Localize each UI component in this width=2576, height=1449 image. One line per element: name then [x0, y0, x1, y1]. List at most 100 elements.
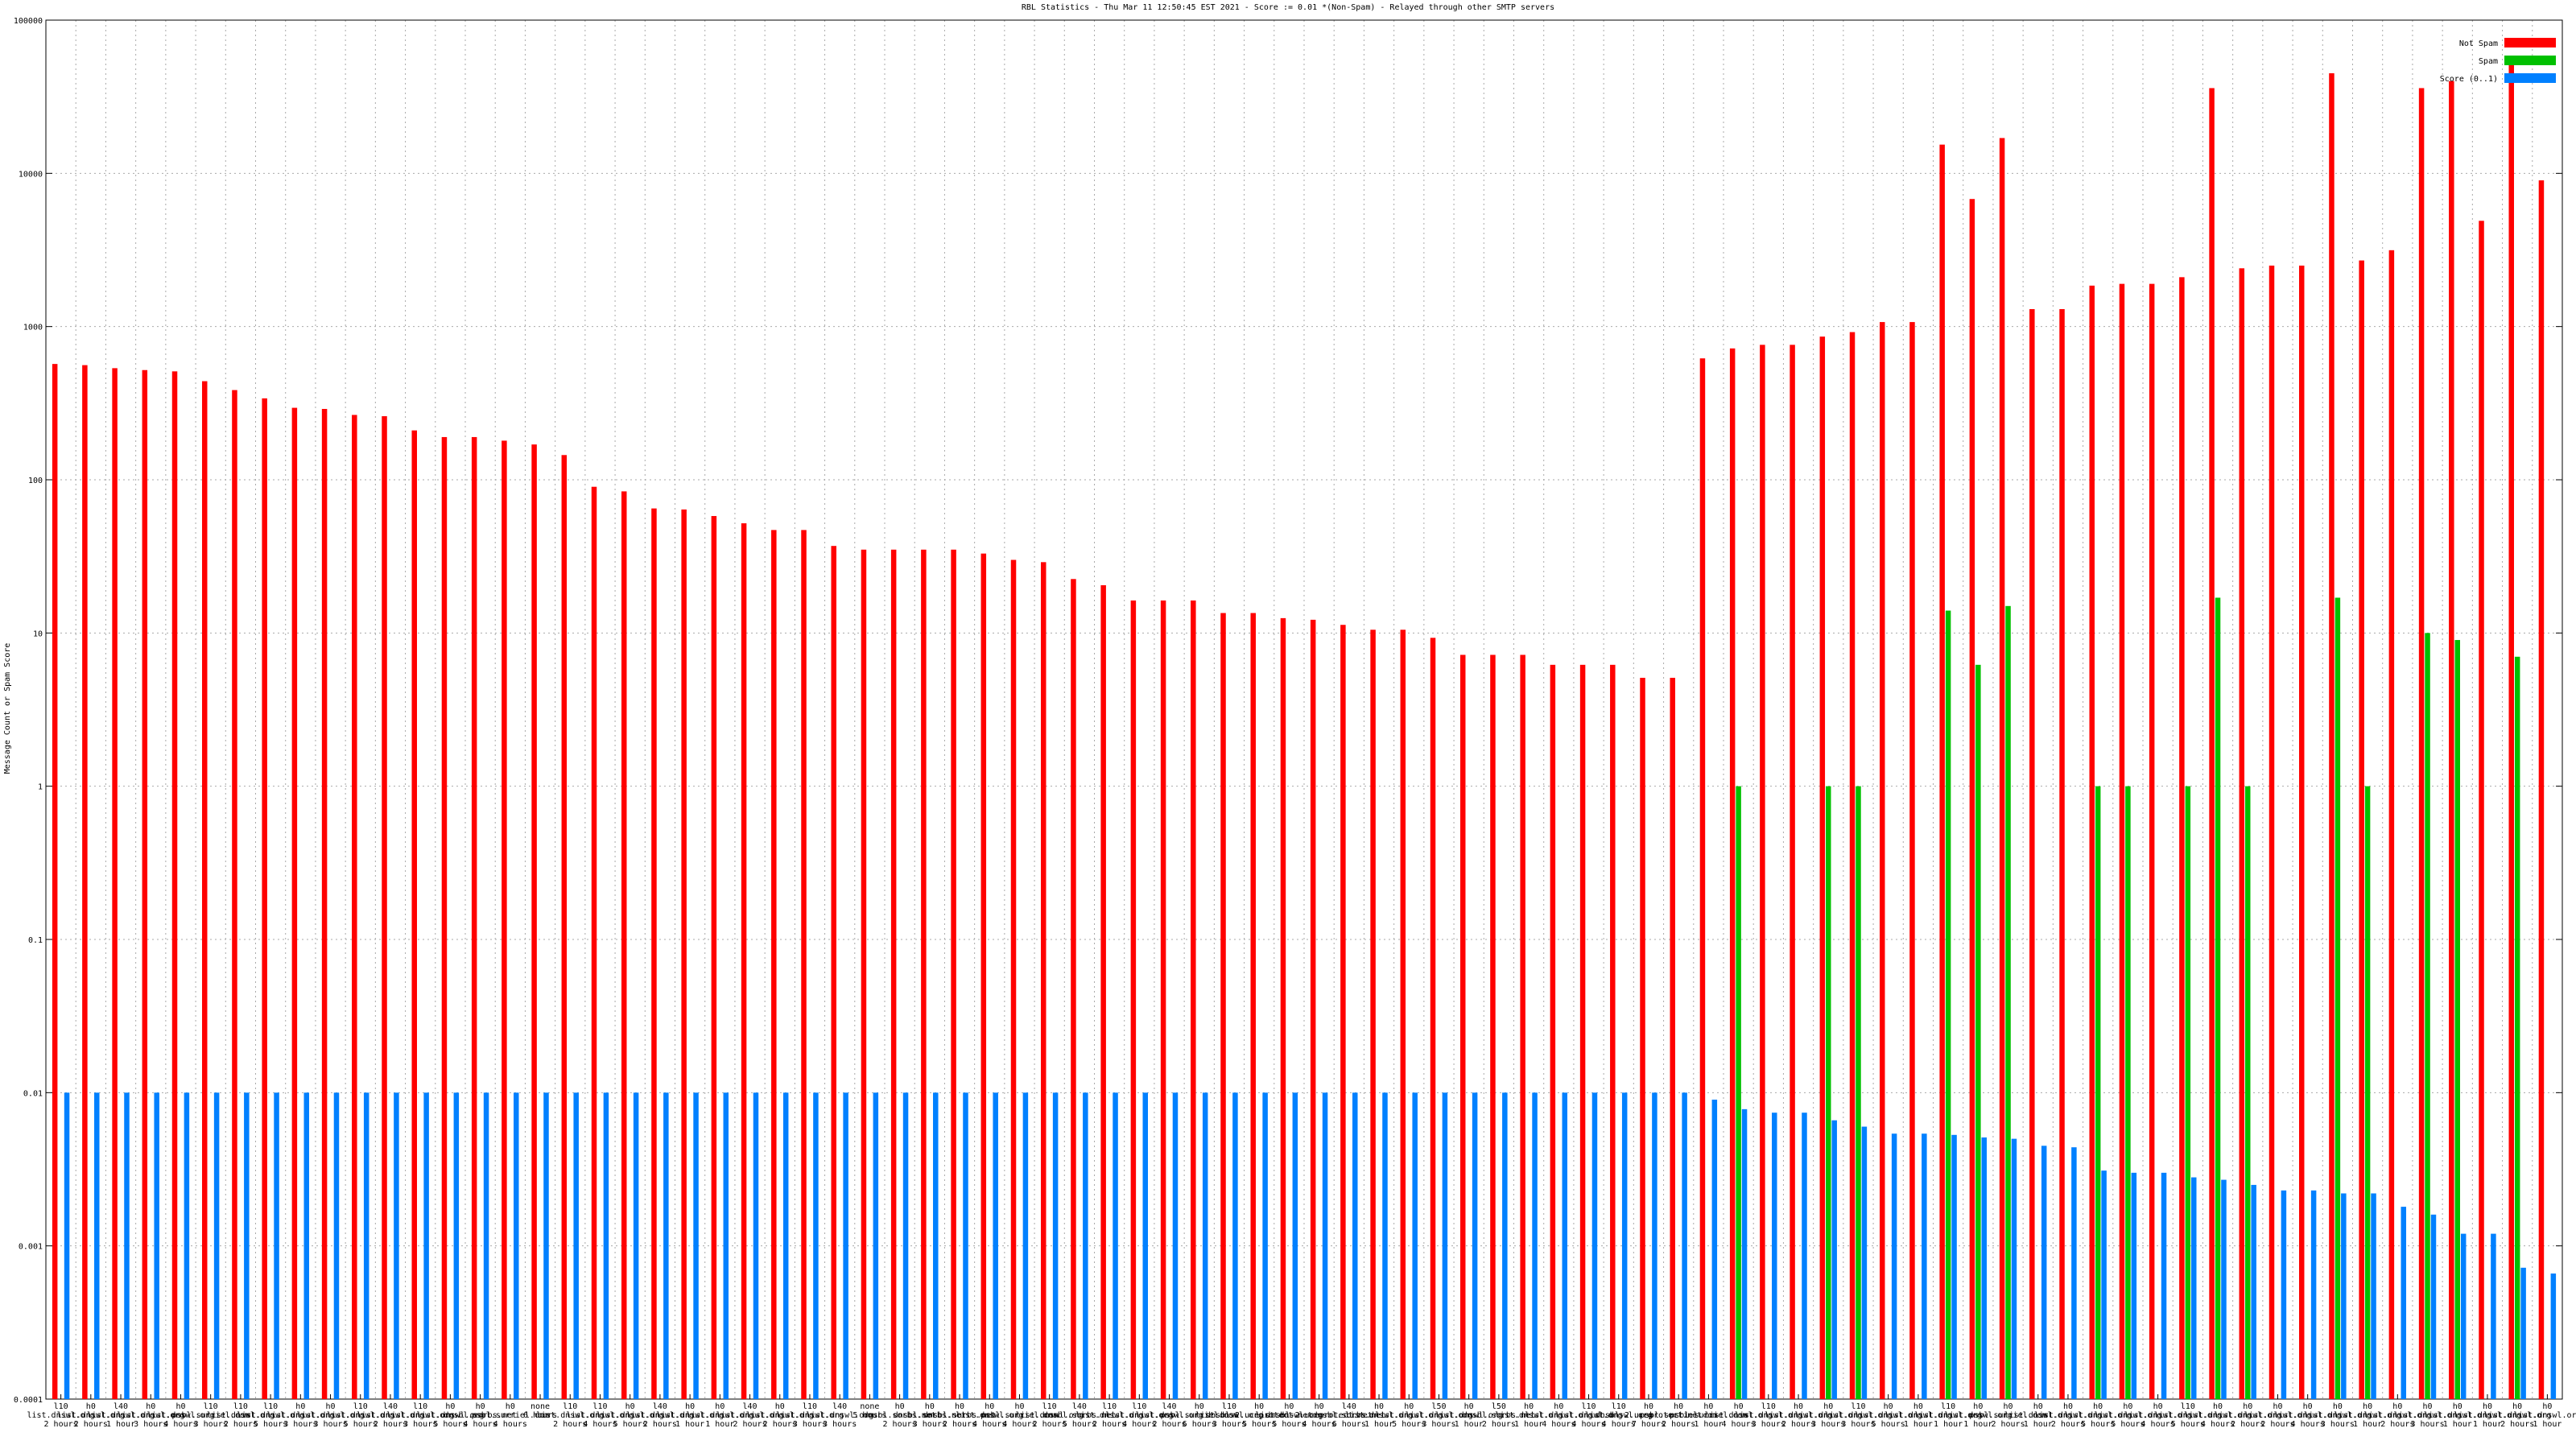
x-tick-label-line: l40 — [114, 1402, 128, 1411]
bar — [963, 1092, 968, 1399]
x-tick-label-line: list.dnswl.org — [1735, 1411, 1802, 1420]
x-tick-label-line: l10 — [1042, 1402, 1057, 1411]
bar — [352, 415, 357, 1400]
bar — [1400, 630, 1406, 1399]
x-tick-label-line: 1 hour — [1455, 1420, 1484, 1429]
bar — [2215, 597, 2221, 1399]
x-tick-label-line: h0 — [1734, 1402, 1744, 1411]
x-tick-label-line: list.dnswl.org — [656, 1411, 724, 1420]
bar — [1550, 664, 1556, 1399]
bar — [531, 444, 537, 1399]
bar — [711, 516, 717, 1399]
bar — [2209, 88, 2215, 1399]
x-tick-label-line: list.dnswl.org — [2004, 1411, 2072, 1420]
x-tick-label-line: dnsbl.sorbs.net — [923, 1411, 996, 1420]
x-tick-label: h0 list.dnswl.org 1 hour — [1435, 1402, 1503, 1429]
x-tick-label-line: l10 — [1851, 1402, 1865, 1411]
bar — [1172, 1092, 1179, 1399]
x-tick-label: h0 list.dnswl.org 4 hours — [956, 1402, 1023, 1429]
bar — [933, 1092, 939, 1399]
x-tick-label-line: h0 — [2213, 1402, 2223, 1411]
x-tick-label: h0 psbl.surriel.com 1 hour — [1670, 1402, 1747, 1429]
x-tick-label-line: psbl.surriel.com — [172, 1411, 250, 1420]
x-tick-label: h0 psbl.surriel.com 6 hours — [1161, 1402, 1238, 1429]
bar — [1322, 1092, 1328, 1399]
bar — [801, 530, 807, 1400]
y-axis-label: Message Count or Spam Score — [3, 643, 12, 774]
bar — [1442, 1092, 1448, 1399]
x-tick-label-line: 5 hours — [2081, 1420, 2115, 1429]
x-tick-label-line: list.dnswl.org — [2094, 1411, 2161, 1420]
bar — [2479, 221, 2484, 1400]
x-tick-label-line: list.dnswl.org — [776, 1411, 844, 1420]
x-tick-label-line: h0 — [2542, 1402, 2552, 1411]
bar — [1939, 144, 1945, 1400]
bar — [2101, 1170, 2107, 1399]
x-tick-label-line: 5 hours — [2111, 1420, 2145, 1429]
bar — [112, 368, 118, 1399]
x-tick-label-line: h0 — [2273, 1402, 2282, 1411]
x-tick-label: h0 list.dnswl.org 2 hours — [1765, 1402, 1832, 1429]
bar — [2245, 786, 2251, 1399]
x-tick-label: h0 list.dnswl.org 3 hours — [1794, 1402, 1862, 1429]
bar — [232, 390, 237, 1399]
bar — [813, 1092, 819, 1399]
bar — [2149, 283, 2155, 1399]
x-tick-label: none 5 hours — [852, 1402, 886, 1420]
bar — [2221, 1179, 2227, 1399]
x-tick-label-line: l10 — [233, 1402, 248, 1411]
x-tick-label-line: 2 hours — [374, 1420, 407, 1429]
x-tick-label-line: dnsbl-2.uceprotect.net — [1265, 1411, 1372, 1420]
bar — [651, 508, 657, 1399]
x-tick-label-line: 3 hours — [1811, 1420, 1845, 1429]
bar — [2041, 1146, 2047, 1399]
x-tick-label-line: 3 hours — [134, 1420, 167, 1429]
x-tick-label-line: none — [860, 1402, 879, 1411]
x-tick-label-line: l10 — [54, 1402, 68, 1411]
bar — [1861, 1126, 1868, 1399]
x-tick-label: h0 list.dnswl.org 5 hours — [2094, 1402, 2161, 1429]
y-tick-label: 100000 — [14, 17, 43, 26]
x-tick-label: l10 list.dnswl.org 3 hours — [1195, 1402, 1263, 1429]
x-tick-label: l50 dnsbl.sorbs.net 2 hours — [1463, 1402, 1535, 1429]
x-tick-label-line: l40 — [653, 1402, 667, 1411]
x-tick-label-line: h0 — [1674, 1402, 1683, 1411]
x-tick-label: h0 list.dnswl.org 1 hour — [1885, 1402, 1952, 1429]
legend-swatch — [2504, 38, 2556, 47]
bar — [2329, 73, 2334, 1399]
x-tick-label-line: 2 hours — [1092, 1420, 1126, 1429]
x-tick-label: l40 dnsbl.sorbs.net 5 hours — [1043, 1402, 1116, 1429]
x-tick-label-line: 5 hours — [613, 1420, 647, 1429]
bar — [52, 364, 58, 1399]
y-tick-label: 0.01 — [23, 1089, 43, 1098]
x-tick-label-line: list.dnswl.org — [2334, 1411, 2401, 1420]
x-tick-label-line: h0 — [1794, 1402, 1803, 1411]
x-tick-label-line: 1 hour — [1934, 1420, 1963, 1429]
x-tick-label-line: 3 hours — [1212, 1420, 1246, 1429]
x-tick-label-line: list.dnswl.org — [2184, 1411, 2252, 1420]
bar — [1382, 1092, 1388, 1399]
x-tick-label-line: 5 hours — [1063, 1420, 1096, 1429]
bar — [1909, 322, 1915, 1399]
bar — [1610, 664, 1616, 1399]
x-tick-label-line: 4 hours — [1602, 1420, 1636, 1429]
x-tick-label-line: l10 — [204, 1402, 218, 1411]
x-tick-label: h0 list.dnswl.org 3 hours — [266, 1402, 334, 1429]
x-tick-label-line: h0 — [685, 1402, 695, 1411]
x-tick-label-line: h0 — [1884, 1402, 1893, 1411]
x-tick-label-line: 3 hours — [313, 1420, 347, 1429]
x-tick-label-line: 4 hours — [1722, 1420, 1756, 1429]
x-tick-label-line: h0 — [506, 1402, 515, 1411]
bar — [1741, 1108, 1748, 1399]
x-tick-label: h0 list.dnswl.org 4 hours — [2184, 1402, 2252, 1429]
bar — [2185, 786, 2191, 1399]
bar — [2179, 277, 2185, 1399]
x-tick-label-line: dnsbl.sorbs.net — [1043, 1411, 1116, 1420]
x-tick-label-line: l40 — [1162, 1402, 1177, 1411]
x-tick-label-line: h0 — [295, 1402, 305, 1411]
bar — [2388, 250, 2395, 1400]
bar — [2334, 597, 2341, 1399]
x-tick-label: l40 list.dnswl.org 2 hours — [716, 1402, 783, 1429]
x-tick-label-line: 2 hours — [943, 1420, 976, 1429]
